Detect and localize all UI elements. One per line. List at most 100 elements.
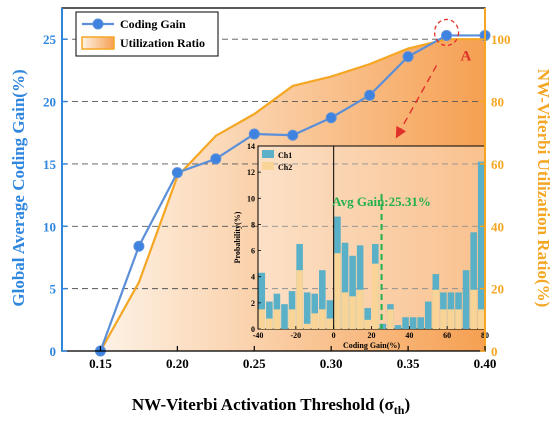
legend-swatch-utilization — [81, 36, 115, 50]
coding-gain-point — [441, 29, 453, 41]
y-right-tick-label: 80 — [491, 95, 504, 110]
inset-bar-ch2 — [303, 323, 311, 329]
x-tick-label: 0.40 — [474, 356, 497, 371]
inset-y-tick-label: 0 — [251, 325, 255, 334]
inset-bar-ch1 — [349, 255, 356, 329]
y-axis-left-title: Global Average Coding Gain(%) — [9, 69, 28, 306]
y-right-tick-label: 60 — [491, 157, 504, 172]
inset-bar-ch1 — [379, 323, 387, 329]
annotation-label-a: A — [461, 48, 472, 64]
legend-label-coding-gain: Coding Gain — [120, 17, 186, 31]
y-right-tick-label: 100 — [491, 32, 511, 47]
inset-bar-ch2 — [266, 318, 273, 329]
inset-bar-ch2 — [455, 309, 462, 329]
inset-y-axis-title: Probability(%) — [233, 211, 242, 263]
inset-bar-ch1 — [266, 301, 273, 329]
inset-bar-ch2 — [273, 309, 281, 329]
y-right-tick-label: 40 — [491, 219, 504, 234]
inset-bar-ch1 — [402, 317, 409, 329]
inset-bar-ch2 — [387, 309, 394, 329]
inset-y-tick-label: 4 — [251, 273, 255, 282]
inset-bar-ch2 — [470, 289, 477, 329]
inset-bar-ch2 — [372, 263, 379, 329]
coding-gain-point — [402, 51, 414, 63]
coding-gain-point — [364, 89, 376, 101]
coding-gain-point — [248, 128, 260, 140]
inset-x-tick-label: 40 — [405, 331, 413, 340]
inset-bar-ch2 — [326, 318, 334, 329]
x-axis-title: NW-Viterbi Activation Threshold (σth) — [132, 395, 410, 417]
inset-bar-ch1 — [424, 301, 432, 329]
x-axis-title-sub: th — [394, 403, 405, 417]
y-left-tick-label: 10 — [43, 219, 56, 234]
inset-legend-swatch-ch2 — [262, 162, 274, 170]
inset-bar-ch2 — [258, 309, 266, 329]
inset-y-tick-label: 6 — [251, 247, 255, 256]
inset-bar-ch2 — [349, 296, 356, 329]
x-tick-label: 0.30 — [320, 356, 343, 371]
y-left-tick-label: 20 — [43, 95, 56, 110]
coding-gain-point — [210, 153, 222, 165]
x-tick-label: 0.35 — [397, 356, 420, 371]
utilization-ratio-area — [100, 39, 486, 351]
inset-bar-ch2 — [311, 313, 319, 329]
inset-y-tick-label: 2 — [251, 299, 255, 308]
inset-bar-ch1 — [356, 245, 364, 329]
inset-bar-ch1 — [326, 300, 334, 329]
inset-bar-ch1 — [303, 292, 311, 329]
inset-x-tick-label: 60 — [443, 331, 451, 340]
annotation-ellipse — [433, 18, 460, 47]
inset-bar-ch2 — [364, 319, 371, 329]
utilization-ratio-line — [99, 38, 485, 352]
legend-marker-coding-gain — [92, 18, 104, 30]
inset-y-tick-label: 14 — [247, 142, 255, 151]
inset-bar-ch2 — [319, 309, 326, 329]
inset-frame — [257, 145, 486, 330]
inset-x-tick-label: -40 — [253, 331, 264, 340]
x-axis-title-main: NW-Viterbi Activation Threshold (σ — [132, 395, 395, 414]
inset-y-tick-label: 8 — [251, 220, 255, 229]
y-left-tick-label: 25 — [43, 32, 57, 47]
inset-bar-ch1 — [258, 272, 266, 329]
inset-bar-ch1 — [364, 308, 371, 329]
y-left-tick-label: 5 — [50, 282, 57, 297]
inset-bar-ch1 — [409, 317, 417, 329]
inset-bar-ch1 — [462, 270, 470, 329]
inset-x-tick-label: -20 — [290, 331, 301, 340]
inset-bar-ch2 — [341, 292, 349, 329]
inset-bar-ch1 — [341, 242, 349, 329]
legend-label-utilization: Utilization Ratio — [120, 36, 205, 50]
inset-y-tick-label: 10 — [247, 194, 255, 203]
inset-x-axis-title: Coding Gain(%) — [343, 341, 400, 350]
x-tick-label: 0.25 — [243, 356, 266, 371]
inset-bar-ch1 — [281, 304, 288, 329]
avg-gain-label: Avg Gain:25.31% — [332, 194, 431, 209]
inset-bar-ch1 — [319, 270, 326, 329]
inset-bar-ch2 — [477, 309, 485, 329]
y-right-tick-label: 20 — [491, 282, 504, 297]
inset-y-tick-label: 12 — [247, 168, 255, 177]
inset-bar-ch2 — [296, 270, 303, 329]
x-axis-title-close: ) — [404, 395, 410, 414]
inset-bar-ch2 — [288, 309, 296, 329]
inset-bar-ch2 — [447, 309, 455, 329]
inset-legend-label-ch1: Ch1 — [278, 151, 292, 160]
y-left-tick-label: 0 — [50, 344, 57, 359]
annotation-arrow — [395, 65, 438, 139]
coding-gain-point — [287, 129, 299, 141]
inset-bar-ch1 — [417, 317, 424, 329]
y-left-tick-label: 15 — [43, 157, 57, 172]
inset-bar-ch1 — [311, 293, 319, 329]
inset-legend-swatch-ch1 — [262, 150, 274, 158]
inset-bar-ch2 — [432, 289, 440, 329]
x-tick-label: 0.20 — [166, 356, 189, 371]
inset-legend-label-ch2: Ch2 — [278, 163, 292, 172]
y-right-tick-label: 0 — [491, 344, 498, 359]
y-axis-right-title: NW-Viterbi Utilization Ratio(%) — [534, 69, 550, 308]
inset-bar-ch2 — [440, 309, 447, 329]
inset-x-tick-label: 0 — [332, 331, 336, 340]
coding-gain-point — [133, 240, 145, 252]
inset-bar-ch2 — [356, 289, 364, 329]
